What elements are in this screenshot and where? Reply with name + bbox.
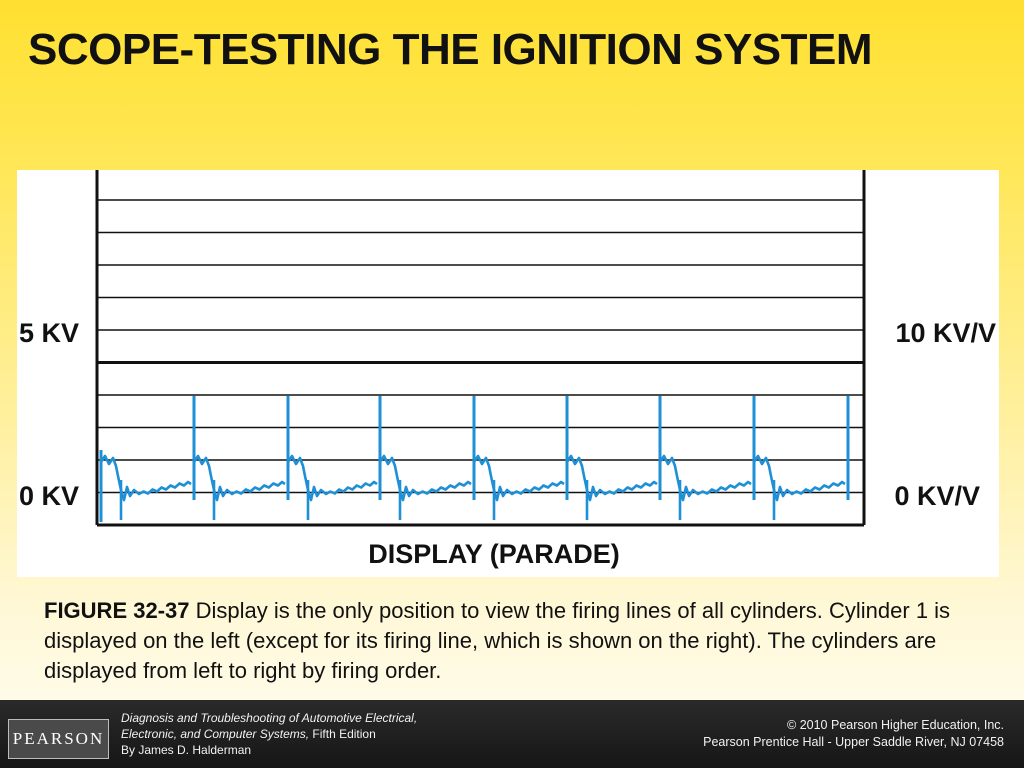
- cylinder-waveform-trace: [565, 454, 658, 502]
- right-scale-10kvv-label: 10 KV/V: [895, 318, 996, 348]
- book-title-line1: Diagnosis and Troubleshooting of Automot…: [121, 711, 418, 725]
- footer-bar: [0, 700, 1024, 768]
- scope-grid: [95, 170, 866, 527]
- left-scale-0kv-label: 0 KV: [19, 481, 79, 511]
- figure-caption-text: Display is the only position to view the…: [44, 598, 951, 683]
- right-scale-0kvv-label: 0 KV/V: [894, 481, 980, 511]
- cylinder-waveform-trace: [286, 454, 378, 502]
- book-author: By James D. Halderman: [121, 743, 252, 757]
- cylinder-waveform-trace: [472, 454, 565, 502]
- cylinder-waveform-trace: [99, 454, 192, 502]
- cylinder-waveform-trace: [658, 454, 752, 502]
- publisher-line: Pearson Prentice Hall - Upper Saddle Riv…: [703, 735, 1004, 749]
- slide-title: SCOPE-TESTING THE IGNITION SYSTEM: [28, 25, 873, 74]
- display-mode-label: DISPLAY (PARADE): [368, 539, 620, 569]
- pearson-logo: PEARSON: [8, 719, 109, 759]
- copyright-notice: © 2010 Pearson Higher Education, Inc. Pe…: [703, 717, 1004, 751]
- cylinder-waveform-trace: [192, 454, 286, 502]
- left-scale-5kv-label: 5 KV: [19, 318, 79, 348]
- book-title-line2: Electronic, and Computer Systems,: [121, 727, 310, 741]
- ignition-waveform-traces: [99, 396, 850, 522]
- figure-caption: FIGURE 32-37 Display is the only positio…: [44, 596, 974, 686]
- scope-parade-display: 5 KV 0 KV 10 KV/V 0 KV/V DISPLAY (PARADE…: [19, 170, 996, 569]
- scope-diagram-panel: 5 KV 0 KV 10 KV/V 0 KV/V DISPLAY (PARADE…: [17, 170, 999, 577]
- copyright-line: © 2010 Pearson Higher Education, Inc.: [787, 718, 1004, 732]
- cylinder-waveform-trace: [378, 454, 472, 502]
- figure-number: FIGURE 32-37: [44, 598, 190, 623]
- book-edition: Fifth Edition: [309, 727, 376, 741]
- cylinder-waveform-trace: [752, 454, 846, 502]
- book-citation: Diagnosis and Troubleshooting of Automot…: [121, 710, 541, 758]
